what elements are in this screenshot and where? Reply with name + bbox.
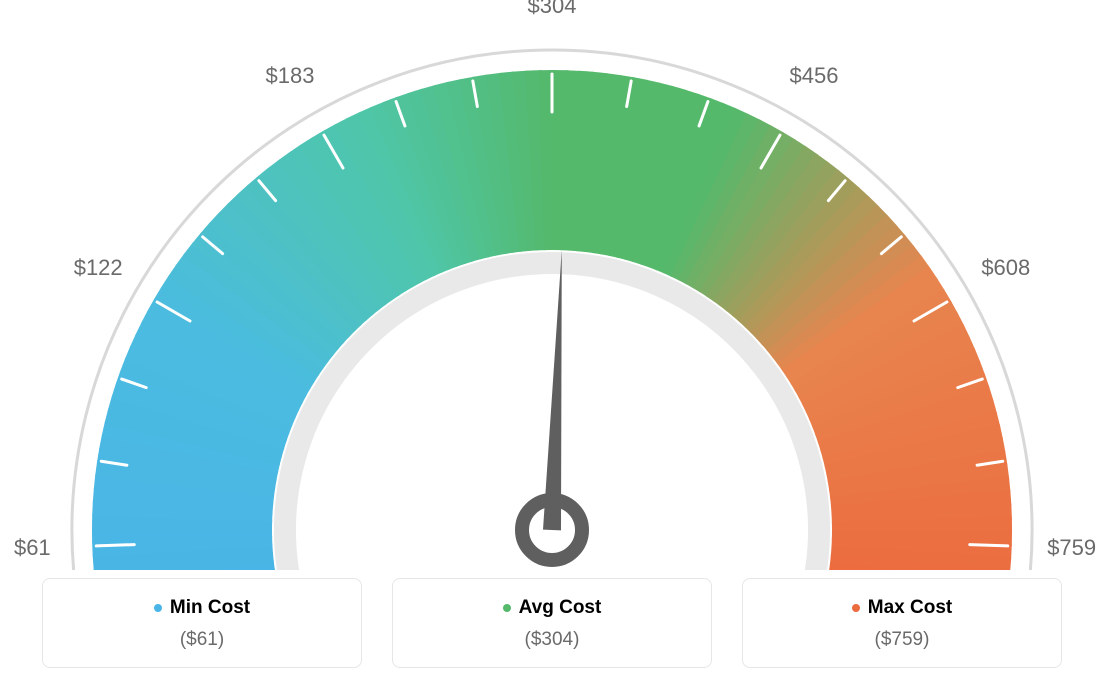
gauge-chart: $61$122$183$304$456$608$759 <box>22 10 1082 570</box>
gauge-tick-label: $183 <box>266 63 315 89</box>
gauge-tick-label: $304 <box>528 0 577 19</box>
legend-label-min: Min Cost <box>170 597 250 619</box>
legend-value-min: ($61) <box>43 629 361 651</box>
gauge-tick-label: $456 <box>790 63 839 89</box>
legend-dot-avg <box>503 604 511 612</box>
legend-value-max: ($759) <box>743 629 1061 651</box>
legend-dot-max <box>852 604 860 612</box>
legend-label-avg: Avg Cost <box>519 597 602 619</box>
legend-title-max: Max Cost <box>852 597 952 619</box>
legend-label-max: Max Cost <box>868 597 952 619</box>
gauge-svg <box>22 10 1082 570</box>
legend-value-avg: ($304) <box>393 629 711 651</box>
legend-row: Min Cost ($61) Avg Cost ($304) Max Cost … <box>0 578 1104 668</box>
legend-dot-min <box>154 604 162 612</box>
legend-card-max: Max Cost ($759) <box>742 578 1062 668</box>
legend-card-avg: Avg Cost ($304) <box>392 578 712 668</box>
legend-title-avg: Avg Cost <box>503 597 602 619</box>
gauge-tick-label: $608 <box>981 255 1030 281</box>
legend-title-min: Min Cost <box>154 597 250 619</box>
legend-card-min: Min Cost ($61) <box>42 578 362 668</box>
gauge-tick-label: $759 <box>1047 535 1096 561</box>
gauge-tick-label: $122 <box>74 255 123 281</box>
gauge-tick-label: $61 <box>14 535 51 561</box>
